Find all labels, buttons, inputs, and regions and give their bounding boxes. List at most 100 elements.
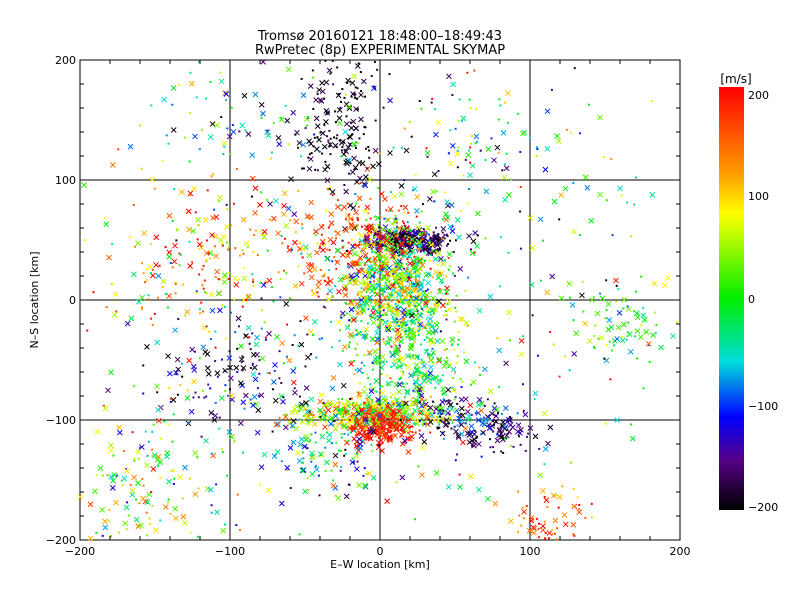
data-point-x <box>438 256 444 262</box>
data-point-dot <box>249 366 252 369</box>
data-point-x <box>280 398 286 405</box>
data-point-dot <box>145 267 148 270</box>
data-point-x <box>260 110 266 117</box>
data-point-x <box>614 336 620 342</box>
data-point-dot <box>319 131 322 134</box>
data-point-dot <box>437 170 440 173</box>
data-point-x <box>187 263 194 269</box>
data-point-x <box>364 403 371 410</box>
data-point-dot <box>604 317 607 320</box>
data-point-x <box>457 484 463 490</box>
data-point-dot <box>440 237 443 240</box>
data-point-x <box>430 295 437 302</box>
data-point-dot <box>381 442 384 445</box>
data-point-x <box>494 406 500 413</box>
data-point-dot <box>411 425 414 428</box>
data-point-x <box>283 301 290 307</box>
data-point-x <box>295 450 301 456</box>
data-point-x <box>658 344 664 351</box>
data-point-x <box>298 401 305 408</box>
data-point-x <box>374 336 381 343</box>
data-point-x <box>128 315 135 322</box>
data-point-dot <box>258 372 261 375</box>
data-point-x <box>661 282 668 289</box>
data-point-dot <box>186 389 189 392</box>
data-point-dot <box>360 90 363 93</box>
data-point-x <box>417 409 423 416</box>
data-point-dot <box>138 502 141 505</box>
data-point-dot <box>377 326 380 329</box>
data-point-x <box>361 388 367 395</box>
data-point-dot <box>145 279 148 282</box>
data-point-dot <box>374 316 377 319</box>
data-point-dot <box>177 317 180 320</box>
data-point-dot <box>512 445 515 448</box>
data-point-dot <box>258 483 261 486</box>
data-point-dot <box>415 308 418 311</box>
data-point-x <box>155 406 161 413</box>
data-point-x <box>303 436 310 443</box>
data-point-x <box>467 172 474 178</box>
data-point-x <box>487 293 494 300</box>
data-point-dot <box>373 259 376 262</box>
data-point-dot <box>440 379 443 382</box>
data-point-dot <box>339 106 342 109</box>
data-point-x <box>271 215 277 222</box>
data-point-dot <box>397 365 400 368</box>
data-point-x <box>528 281 535 288</box>
data-point-x <box>370 305 377 311</box>
data-point-dot <box>373 275 376 278</box>
data-point-dot <box>640 324 643 327</box>
data-point-dot <box>220 116 223 119</box>
data-point-dot <box>312 76 315 79</box>
data-point-dot <box>184 314 187 317</box>
data-point-dot <box>371 450 374 453</box>
data-point-dot <box>345 288 348 291</box>
data-point-dot <box>361 225 364 228</box>
data-point-x <box>322 166 328 173</box>
data-point-dot <box>427 380 430 383</box>
data-point-dot <box>376 271 379 274</box>
data-point-x <box>297 441 304 448</box>
data-point-x <box>588 217 595 224</box>
data-point-dot <box>311 289 314 292</box>
data-point-dot <box>402 382 405 385</box>
data-point-x <box>305 261 312 268</box>
data-point-dot <box>376 414 379 417</box>
data-point-dot <box>203 279 206 282</box>
data-point-dot <box>108 508 111 511</box>
data-point-dot <box>488 418 491 421</box>
data-point-dot <box>360 408 363 411</box>
data-point-x <box>363 285 370 292</box>
data-point-x <box>405 353 411 359</box>
data-point-dot <box>401 422 404 425</box>
data-point-dot <box>435 190 438 193</box>
data-point-dot <box>356 460 359 463</box>
data-point-x <box>342 292 349 298</box>
data-point-dot <box>312 413 315 416</box>
data-point-x <box>537 216 544 223</box>
data-point-dot <box>147 298 150 301</box>
data-point-dot <box>209 387 212 390</box>
data-point-x <box>122 520 129 527</box>
data-point-dot <box>403 127 406 130</box>
data-point-dot <box>396 233 399 236</box>
data-point-dot <box>376 68 379 71</box>
data-point-dot <box>228 350 231 353</box>
data-point-dot <box>161 159 164 162</box>
x-tick-marks <box>79 60 681 540</box>
data-point-dot <box>453 320 456 323</box>
data-point-dot <box>322 305 325 308</box>
data-point-dot <box>384 314 387 317</box>
data-point-dot <box>290 248 293 251</box>
data-point-dot <box>354 147 357 150</box>
data-point-dot <box>469 107 472 110</box>
data-point-dot <box>343 407 346 410</box>
data-point-dot <box>447 243 450 246</box>
data-point-dot <box>611 349 614 352</box>
data-point-x <box>410 318 417 324</box>
data-point-x <box>489 410 495 417</box>
data-point-dot <box>354 347 357 350</box>
data-point-x <box>366 263 373 270</box>
data-point-x <box>332 452 339 459</box>
